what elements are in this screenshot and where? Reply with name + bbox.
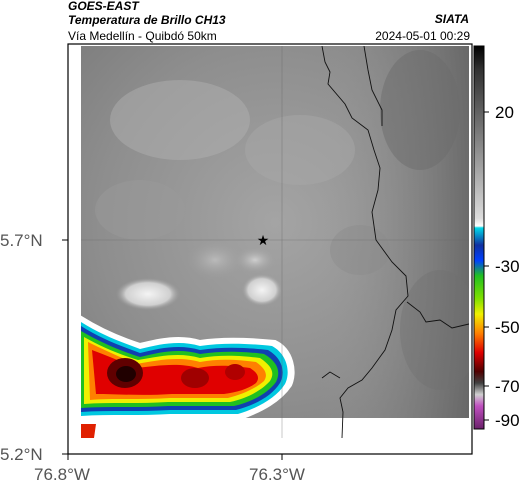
star-marker: ★: [257, 233, 270, 249]
colorbar-label: -30: [495, 257, 520, 276]
org-label: SIATA: [434, 12, 469, 26]
colorbar-label: -70: [495, 377, 520, 396]
colorbar: [473, 45, 485, 430]
product-title: Temperatura de Brillo CH13: [68, 13, 226, 27]
colorbar-label: 20: [495, 103, 514, 122]
lat-label-2: 5.2°N: [0, 445, 43, 464]
map-imagery: [81, 46, 469, 438]
region-subtitle: Vía Medellín - Quibdó 50km: [68, 29, 217, 43]
lon-label-1: 76.8°W: [34, 465, 90, 484]
satellite-title: GOES-EAST: [68, 0, 139, 13]
datetime-label: 2024-05-01 00:29: [375, 29, 470, 43]
lon-label-2: 76.3°W: [249, 465, 305, 484]
colorbar-label: -50: [495, 318, 520, 337]
colorbar-label: -90: [495, 411, 520, 430]
lat-label-1: 5.7°N: [0, 231, 43, 250]
